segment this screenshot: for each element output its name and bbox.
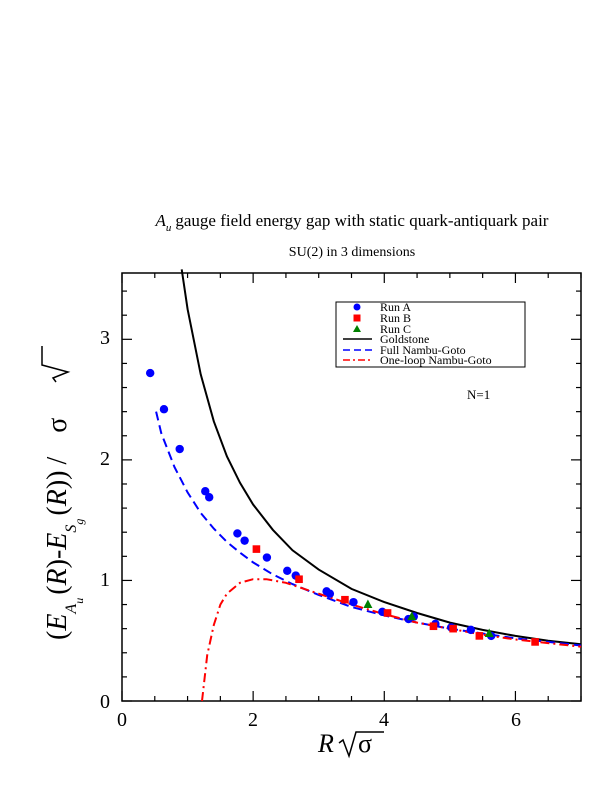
- data-point-run-b: [449, 624, 457, 633]
- data-point-run-b: [341, 595, 349, 604]
- legend-marker-run-c: [353, 325, 361, 332]
- data-point-run-b: [429, 622, 438, 631]
- data-point-run-b: [531, 638, 539, 646]
- series-line-one-loop-nambu-goto: [201, 578, 582, 702]
- data-point-run-a: [233, 529, 242, 538]
- legend-label: One-loop Nambu-Goto: [380, 353, 492, 367]
- data-point-run-a: [325, 589, 335, 598]
- x-tick-label: 2: [248, 709, 258, 731]
- sqrt-sign: [41, 346, 71, 383]
- data-point-run-a: [349, 597, 358, 607]
- y-tick-label: 0: [100, 691, 110, 713]
- data-point-run-b: [383, 609, 392, 617]
- y-tick-label: 2: [100, 448, 110, 470]
- legend: Run A Run B Run C Goldstone Full Nambu-G…: [335, 300, 526, 368]
- svg-text:σ: σ: [358, 729, 372, 758]
- x-tick-label: 6: [511, 709, 521, 731]
- legend-label: Goldstone: [380, 332, 429, 346]
- data-point-run-b: [252, 545, 261, 553]
- legend-marker-run-a: [353, 303, 361, 311]
- data-point-run-b: [475, 632, 484, 640]
- chart-title: Au gauge field energy gap with static qua…: [155, 211, 549, 234]
- data-point-run-a: [201, 487, 210, 496]
- x-tick-label: 0: [117, 709, 127, 731]
- y-tick-label: 1: [100, 569, 110, 591]
- x-tick-label: 4: [379, 709, 389, 731]
- data-point-run-a: [240, 536, 249, 545]
- series-line-full-nambu-goto: [155, 411, 582, 647]
- annotation-n: N=1: [467, 387, 490, 402]
- data-point-run-c: [407, 611, 417, 621]
- series-points: [145, 368, 539, 646]
- axis-ticks: [121, 273, 582, 702]
- svg-text:(EAu(R)-ESg(R))/σ: (EAu(R)-ESg(R))/σ: [42, 418, 86, 640]
- legend-label: Run C: [380, 322, 411, 336]
- sqrt-sign: [338, 731, 384, 759]
- legend-box: [335, 301, 526, 368]
- x-axis-label: R σ: [317, 729, 384, 759]
- legend-marker-run-b: [353, 314, 361, 322]
- chart-subtitle: SU(2) in 3 dimensions: [289, 245, 415, 260]
- y-tick-label: 3: [100, 327, 110, 349]
- legend-label: Full Nambu-Goto: [380, 343, 466, 357]
- data-point-run-a: [205, 493, 214, 502]
- data-point-run-a: [283, 566, 292, 575]
- y-axis-label: (EAu(R)-ESg(R))/σ: [41, 346, 86, 640]
- legend-label: Run A: [380, 300, 411, 314]
- data-point-run-b: [295, 575, 303, 584]
- data-point-run-a: [159, 405, 169, 414]
- data-point-run-a: [466, 625, 476, 635]
- data-point-run-a: [175, 444, 184, 454]
- data-point-run-a: [262, 553, 272, 562]
- svg-text:R: R: [317, 729, 334, 758]
- data-point-run-c: [363, 599, 373, 609]
- legend-label: Run B: [380, 311, 411, 325]
- data-point-run-a: [145, 368, 155, 378]
- data-point-run-c: [484, 628, 494, 637]
